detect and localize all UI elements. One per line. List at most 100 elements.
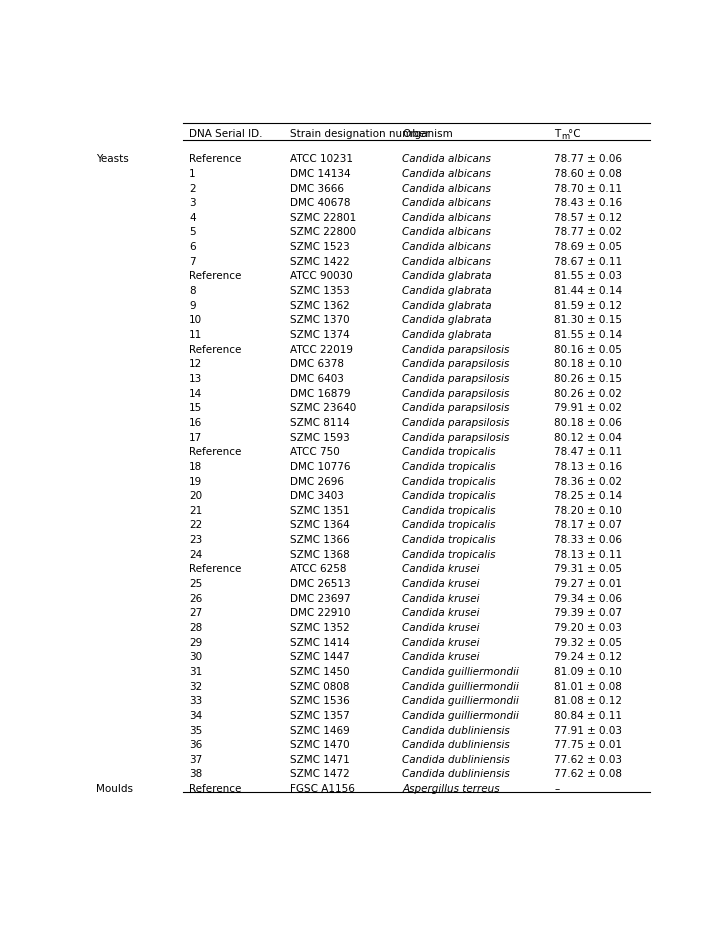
Text: 14: 14 (189, 388, 202, 399)
Text: 81.08 ± 0.12: 81.08 ± 0.12 (554, 695, 622, 705)
Text: 78.60 ± 0.08: 78.60 ± 0.08 (554, 169, 622, 179)
Text: 79.39 ± 0.07: 79.39 ± 0.07 (554, 608, 622, 617)
Text: Moulds: Moulds (96, 783, 133, 794)
Text: SZMC 1472: SZMC 1472 (290, 768, 350, 779)
Text: SZMC 1357: SZMC 1357 (290, 710, 350, 720)
Text: 25: 25 (189, 578, 202, 589)
Text: Candida krusei: Candida krusei (402, 622, 480, 632)
Text: 80.26 ± 0.15: 80.26 ± 0.15 (554, 374, 622, 384)
Text: SZMC 1470: SZMC 1470 (290, 740, 349, 749)
Text: 19: 19 (189, 476, 202, 486)
Text: 15: 15 (189, 403, 202, 413)
Text: 3: 3 (189, 198, 196, 208)
Text: SZMC 22800: SZMC 22800 (290, 227, 356, 237)
Text: DMC 6378: DMC 6378 (290, 359, 344, 369)
Text: ATCC 22019: ATCC 22019 (290, 344, 353, 354)
Text: Candida krusei: Candida krusei (402, 637, 480, 647)
Text: Candida krusei: Candida krusei (402, 593, 480, 603)
Text: 9: 9 (189, 300, 196, 311)
Text: Candida albicans: Candida albicans (402, 242, 492, 252)
Text: 33: 33 (189, 695, 202, 705)
Text: T: T (554, 128, 560, 138)
Text: 78.70 ± 0.11: 78.70 ± 0.11 (554, 184, 622, 194)
Text: Candida parapsilosis: Candida parapsilosis (402, 388, 510, 399)
Text: 80.18 ± 0.10: 80.18 ± 0.10 (554, 359, 622, 369)
Text: 38: 38 (189, 768, 202, 779)
Text: 11: 11 (189, 330, 202, 339)
Text: DMC 2696: DMC 2696 (290, 476, 344, 486)
Text: 78.47 ± 0.11: 78.47 ± 0.11 (554, 447, 622, 457)
Text: Candida krusei: Candida krusei (402, 608, 480, 617)
Text: Candida parapsilosis: Candida parapsilosis (402, 403, 510, 413)
Text: °C: °C (568, 128, 581, 138)
Text: 23: 23 (189, 535, 202, 544)
Text: 16: 16 (189, 417, 202, 427)
Text: 8: 8 (189, 286, 196, 296)
Text: DMC 40678: DMC 40678 (290, 198, 351, 208)
Text: 79.31 ± 0.05: 79.31 ± 0.05 (554, 564, 622, 574)
Text: 81.30 ± 0.15: 81.30 ± 0.15 (554, 315, 622, 325)
Text: Reference: Reference (189, 447, 241, 457)
Text: 7: 7 (189, 257, 196, 266)
Text: 32: 32 (189, 680, 202, 691)
Text: Candida dubliniensis: Candida dubliniensis (402, 768, 510, 779)
Text: 80.18 ± 0.06: 80.18 ± 0.06 (554, 417, 622, 427)
Text: Reference: Reference (189, 783, 241, 794)
Text: Reference: Reference (189, 564, 241, 574)
Text: 77.75 ± 0.01: 77.75 ± 0.01 (554, 740, 622, 749)
Text: SZMC 1352: SZMC 1352 (290, 622, 350, 632)
Text: 6: 6 (189, 242, 196, 252)
Text: 12: 12 (189, 359, 202, 369)
Text: 79.32 ± 0.05: 79.32 ± 0.05 (554, 637, 622, 647)
Text: DMC 14134: DMC 14134 (290, 169, 351, 179)
Text: Candida parapsilosis: Candida parapsilosis (402, 432, 510, 442)
Text: Candida glabrata: Candida glabrata (402, 330, 492, 339)
Text: Candida tropicalis: Candida tropicalis (402, 476, 496, 486)
Text: m: m (561, 132, 570, 141)
Text: ATCC 750: ATCC 750 (290, 447, 340, 457)
Text: ATCC 10231: ATCC 10231 (290, 154, 353, 164)
Text: DNA Serial ID.: DNA Serial ID. (189, 128, 262, 138)
Text: Candida albicans: Candida albicans (402, 198, 492, 208)
Text: 78.36 ± 0.02: 78.36 ± 0.02 (554, 476, 622, 486)
Text: Candida dubliniensis: Candida dubliniensis (402, 740, 510, 749)
Text: Candida albicans: Candida albicans (402, 212, 492, 222)
Text: Candida albicans: Candida albicans (402, 257, 492, 266)
Text: 81.55 ± 0.03: 81.55 ± 0.03 (554, 271, 622, 281)
Text: 10: 10 (189, 315, 202, 325)
Text: Candida dubliniensis: Candida dubliniensis (402, 725, 510, 735)
Text: Candida tropicalis: Candida tropicalis (402, 520, 496, 530)
Text: SZMC 1447: SZMC 1447 (290, 652, 350, 662)
Text: 29: 29 (189, 637, 202, 647)
Text: SZMC 1523: SZMC 1523 (290, 242, 350, 252)
Text: SZMC 1366: SZMC 1366 (290, 535, 350, 544)
Text: SZMC 0808: SZMC 0808 (290, 680, 349, 691)
Text: 78.17 ± 0.07: 78.17 ± 0.07 (554, 520, 622, 530)
Text: Candida guilliermondii: Candida guilliermondii (402, 667, 519, 676)
Text: Candida glabrata: Candida glabrata (402, 315, 492, 325)
Text: 78.67 ± 0.11: 78.67 ± 0.11 (554, 257, 622, 266)
Text: 18: 18 (189, 462, 202, 471)
Text: 17: 17 (189, 432, 202, 442)
Text: SZMC 1362: SZMC 1362 (290, 300, 350, 311)
Text: SZMC 1450: SZMC 1450 (290, 667, 349, 676)
Text: Candida dubliniensis: Candida dubliniensis (402, 754, 510, 764)
Text: 34: 34 (189, 710, 202, 720)
Text: Candida guilliermondii: Candida guilliermondii (402, 680, 519, 691)
Text: SZMC 1370: SZMC 1370 (290, 315, 349, 325)
Text: DMC 3666: DMC 3666 (290, 184, 344, 194)
Text: 77.62 ± 0.03: 77.62 ± 0.03 (554, 754, 622, 764)
Text: Candida glabrata: Candida glabrata (402, 300, 492, 311)
Text: SZMC 1353: SZMC 1353 (290, 286, 350, 296)
Text: 81.55 ± 0.14: 81.55 ± 0.14 (554, 330, 622, 339)
Text: 4: 4 (189, 212, 196, 222)
Text: 1: 1 (189, 169, 196, 179)
Text: ATCC 6258: ATCC 6258 (290, 564, 347, 574)
Text: 79.34 ± 0.06: 79.34 ± 0.06 (554, 593, 622, 603)
Text: SZMC 8114: SZMC 8114 (290, 417, 350, 427)
Text: Aspergillus terreus: Aspergillus terreus (402, 783, 500, 794)
Text: Candida tropicalis: Candida tropicalis (402, 549, 496, 559)
Text: 78.77 ± 0.06: 78.77 ± 0.06 (554, 154, 622, 164)
Text: 30: 30 (189, 652, 202, 662)
Text: 77.62 ± 0.08: 77.62 ± 0.08 (554, 768, 622, 779)
